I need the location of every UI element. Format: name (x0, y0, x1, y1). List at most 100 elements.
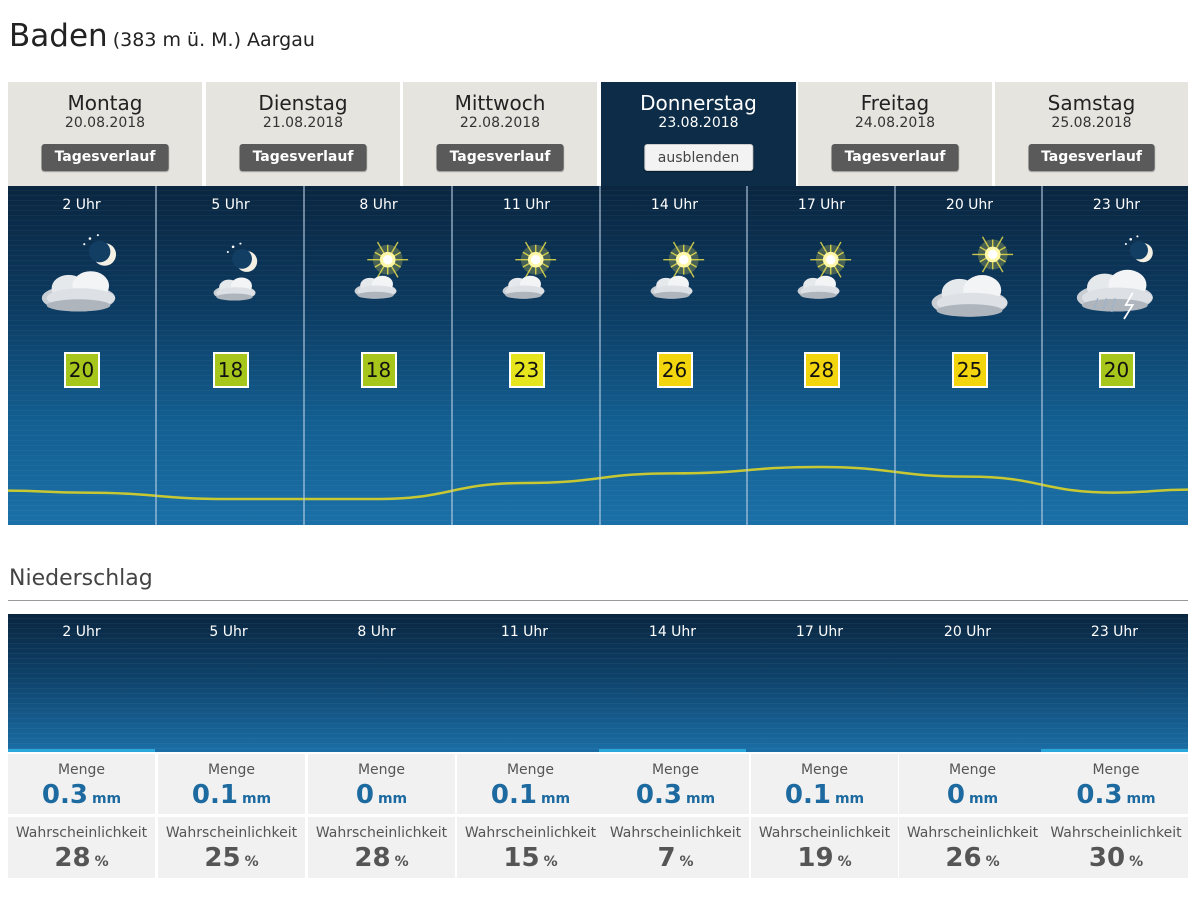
probability-unit: % (94, 854, 109, 870)
probability-unit: % (679, 854, 694, 870)
amount-unit: mm (685, 791, 716, 807)
amount-value: 0.1 mm (158, 781, 305, 813)
precip-bar (1041, 749, 1188, 752)
hour-label: 23 Uhr (1092, 197, 1141, 213)
amount-unit: mm (241, 791, 272, 807)
amount-number: 0.3 (1076, 780, 1123, 810)
probability-value: 26% (899, 844, 1046, 876)
day-details-button[interactable]: Tagesverlauf (41, 144, 169, 171)
precip-amount-cell: Menge 0 mm (308, 754, 455, 814)
day-date: 21.08.2018 (262, 115, 344, 131)
precip-column: 23 Uhr (1041, 614, 1188, 752)
amount-unit: mm (834, 791, 865, 807)
probability-label: Wahrscheinlichkeit (1050, 825, 1182, 841)
amount-number: 0.1 (490, 780, 537, 810)
precip-hour-label: 2 Uhr (62, 624, 101, 640)
precip-hour-label: 14 Uhr (648, 624, 697, 640)
precip-probability-cell: Wahrscheinlichkeit 28% (8, 817, 155, 878)
amount-label: Menge (207, 762, 256, 778)
day-details-button[interactable]: Tagesverlauf (436, 144, 564, 171)
probability-number: 28 (54, 843, 91, 873)
precip-stats-column: Menge 0.1 mm Wahrscheinlichkeit 19% (751, 754, 898, 878)
day-tab-samstag[interactable]: Samstag 25.08.2018 Tagesverlauf (995, 82, 1188, 186)
amount-value: 0 mm (308, 781, 455, 813)
day-name: Mittwoch (454, 91, 546, 115)
precip-probability-cell: Wahrscheinlichkeit 25% (158, 817, 305, 878)
probability-label: Wahrscheinlichkeit (315, 825, 448, 841)
precip-probability-cell: Wahrscheinlichkeit 28% (308, 817, 455, 878)
day-name: Samstag (1047, 91, 1136, 115)
day-details-button[interactable]: Tagesverlauf (831, 144, 959, 171)
probability-label: Wahrscheinlichkeit (758, 825, 891, 841)
amount-unit: mm (968, 791, 999, 807)
precip-amount-cell: Menge 0.3 mm (1044, 754, 1188, 814)
hour-label: 11 Uhr (502, 197, 551, 213)
sun-small-cloud-icon (327, 230, 431, 326)
precip-amount-cell: Menge 0.1 mm (158, 754, 305, 814)
probability-number: 15 (503, 843, 540, 873)
moon-small-cloud-icon (179, 230, 283, 326)
precip-probability-cell: Wahrscheinlichkeit 15% (457, 817, 604, 878)
day-details-button[interactable]: Tagesverlauf (1028, 144, 1155, 171)
probability-unit: % (394, 854, 409, 870)
amount-label: Menge (57, 762, 106, 778)
precip-probability-cell: Wahrscheinlichkeit 26% (899, 817, 1046, 878)
precip-column: 8 Uhr (303, 614, 450, 752)
day-date: 24.08.2018 (854, 115, 936, 131)
day-tab-dienstag[interactable]: Dienstag 21.08.2018 Tagesverlauf (206, 82, 400, 186)
precip-hour-label: 11 Uhr (500, 624, 549, 640)
hour-column: 5 Uhr 18 (155, 186, 304, 525)
day-tab-mittwoch[interactable]: Mittwoch 22.08.2018 Tagesverlauf (403, 82, 597, 186)
hour-label: 17 Uhr (797, 197, 846, 213)
precip-column: 17 Uhr (746, 614, 893, 752)
hour-label: 5 Uhr (211, 197, 250, 213)
hide-day-button[interactable]: ausblenden (643, 144, 754, 171)
hour-label: 14 Uhr (650, 197, 699, 213)
hour-label: 20 Uhr (945, 197, 994, 213)
probability-value: 28% (8, 844, 155, 876)
day-name: Freitag (860, 91, 930, 115)
sun-small-cloud-icon (475, 230, 579, 326)
precip-stats-column: Menge 0 mm Wahrscheinlichkeit 28% (308, 754, 455, 878)
amount-value: 0 mm (899, 781, 1046, 813)
hour-column: 14 Uhr 26 (599, 186, 748, 525)
moon-thunderstorm-icon (1065, 230, 1169, 326)
amount-number: 0 (946, 780, 965, 810)
day-tab-freitag[interactable]: Freitag 24.08.2018 Tagesverlauf (798, 82, 992, 186)
sun-cloud-icon (918, 230, 1022, 326)
hour-column: 11 Uhr 23 (451, 186, 600, 525)
hour-label: 8 Uhr (359, 197, 398, 213)
temperature-badge: 18 (360, 352, 397, 388)
probability-unit: % (837, 854, 852, 870)
hour-column: 2 Uhr 20 (8, 186, 155, 525)
amount-label: Menge (800, 762, 849, 778)
precip-amount-cell: Menge 0.3 mm (602, 754, 749, 814)
probability-number: 30 (1088, 843, 1126, 873)
temperature-badge: 26 (656, 352, 693, 388)
probability-label: Wahrscheinlichkeit (464, 825, 597, 841)
precip-column: 11 Uhr (451, 614, 598, 752)
day-tab-montag[interactable]: Montag 20.08.2018 Tagesverlauf (8, 82, 202, 186)
amount-unit: mm (91, 791, 122, 807)
hour-column: 8 Uhr 18 (303, 186, 452, 525)
precip-column: 5 Uhr (155, 614, 302, 752)
day-details-button[interactable]: Tagesverlauf (239, 144, 367, 171)
precip-stats-column: Menge 0.3 mm Wahrscheinlichkeit 30% (1044, 754, 1188, 878)
precip-probability-cell: Wahrscheinlichkeit 7% (602, 817, 749, 878)
probability-value: 7% (602, 844, 749, 876)
sun-small-cloud-icon (770, 230, 874, 326)
precip-hour-label: 17 Uhr (795, 624, 844, 640)
precip-hour-label: 8 Uhr (357, 624, 396, 640)
precip-hour-label: 23 Uhr (1090, 624, 1139, 640)
hour-column: 23 Uhr 20 (1041, 186, 1188, 525)
amount-label: Menge (651, 762, 700, 778)
day-name: Dienstag (258, 91, 348, 115)
day-tab-donnerstag[interactable]: Donnerstag 23.08.2018 ausblenden (601, 82, 796, 188)
hour-label: 2 Uhr (62, 197, 101, 213)
probability-value: 25% (158, 844, 305, 876)
precip-stats-column: Menge 0.1 mm Wahrscheinlichkeit 15% (457, 754, 604, 878)
precip-stats-column: Menge 0.3 mm Wahrscheinlichkeit 7% (602, 754, 749, 878)
precipitation-panel: 2 Uhr 5 Uhr 8 Uhr 11 Uhr 14 Uhr 17 Uhr 20 Uhr 2… (8, 614, 1188, 752)
city-name: Baden (9, 18, 108, 54)
amount-label: Menge (357, 762, 406, 778)
